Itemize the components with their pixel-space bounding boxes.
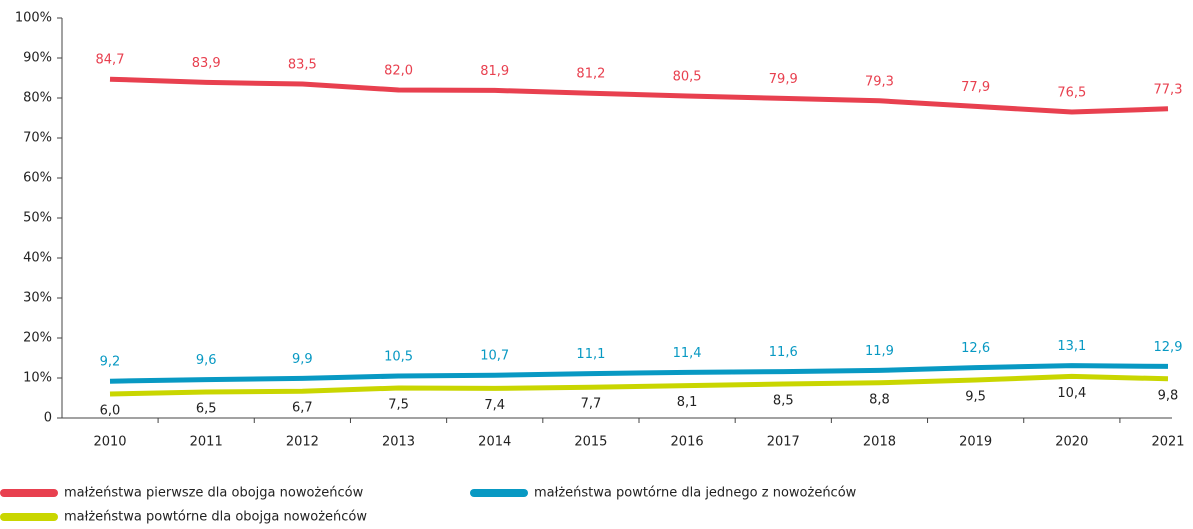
data-label: 9,5 — [965, 390, 986, 405]
x-tick-label: 2019 — [959, 435, 992, 450]
data-label: 82,0 — [384, 64, 413, 79]
data-label: 12,9 — [1154, 340, 1183, 355]
y-tick-label: 90% — [23, 51, 52, 66]
data-label: 7,4 — [484, 398, 505, 413]
data-label: 81,2 — [576, 67, 605, 82]
data-label: 10,7 — [480, 349, 509, 364]
x-tick-label: 2010 — [93, 435, 126, 450]
series-line — [109, 373, 1169, 397]
data-label: 7,7 — [581, 397, 602, 412]
data-label: 81,9 — [480, 64, 509, 79]
data-label: 76,5 — [1057, 86, 1086, 101]
data-label: 6,7 — [292, 401, 313, 416]
data-label: 10,5 — [384, 350, 413, 365]
y-tick-label: 0 — [44, 411, 52, 426]
data-label: 12,6 — [961, 341, 990, 356]
y-tick-label: 30% — [23, 291, 52, 306]
data-label: 8,5 — [773, 394, 794, 409]
y-tick-label: 70% — [23, 131, 52, 146]
x-tick-label: 2018 — [863, 435, 896, 450]
series-line — [109, 363, 1169, 384]
data-label: 77,3 — [1154, 82, 1183, 97]
data-label: 11,9 — [865, 344, 894, 359]
x-tick-label: 2020 — [1055, 435, 1088, 450]
data-label: 9,2 — [100, 355, 121, 370]
data-label: 9,6 — [196, 353, 217, 368]
y-tick-label: 20% — [23, 331, 52, 346]
data-label: 8,8 — [869, 392, 890, 407]
x-tick-label: 2015 — [574, 435, 607, 450]
data-label: 9,8 — [1158, 388, 1179, 403]
x-tick-label: 2012 — [286, 435, 319, 450]
data-label: 13,1 — [1057, 339, 1086, 354]
legend-label: małżeństwa powtórne dla jednego z nowoże… — [534, 486, 857, 501]
x-tick-label: 2021 — [1151, 435, 1184, 450]
data-label: 83,9 — [192, 56, 221, 71]
data-label: 8,1 — [677, 395, 698, 410]
y-tick-label: 10% — [23, 371, 52, 386]
data-label: 11,6 — [769, 345, 798, 360]
y-tick-label: 40% — [23, 251, 52, 266]
y-tick-label: 60% — [23, 171, 52, 186]
data-label: 77,9 — [961, 80, 990, 95]
x-tick-label: 2016 — [671, 435, 704, 450]
y-tick-label: 100% — [15, 11, 52, 26]
x-tick-label: 2014 — [478, 435, 511, 450]
y-tick-label: 80% — [23, 91, 52, 106]
x-tick-label: 2017 — [767, 435, 800, 450]
data-label: 84,7 — [96, 53, 125, 68]
x-tick-label: 2011 — [190, 435, 223, 450]
data-label: 10,4 — [1057, 386, 1086, 401]
data-label: 11,1 — [576, 347, 605, 362]
series-line — [109, 76, 1169, 115]
y-tick-label: 50% — [23, 211, 52, 226]
data-label: 7,5 — [388, 398, 409, 413]
data-label: 83,5 — [288, 58, 317, 73]
legend-label: małżeństwa powtórne dla obojga nowożeńcó… — [64, 510, 367, 525]
x-tick-label: 2013 — [382, 435, 415, 450]
data-label: 6,5 — [196, 402, 217, 417]
data-label: 11,4 — [673, 346, 702, 361]
data-label: 80,5 — [673, 70, 702, 85]
data-label: 9,9 — [292, 352, 313, 367]
legend-label: małżeństwa pierwsze dla obojga nowożeńcó… — [64, 486, 364, 501]
data-label: 6,0 — [100, 404, 121, 419]
data-label: 79,9 — [769, 72, 798, 87]
data-label: 79,3 — [865, 74, 894, 89]
